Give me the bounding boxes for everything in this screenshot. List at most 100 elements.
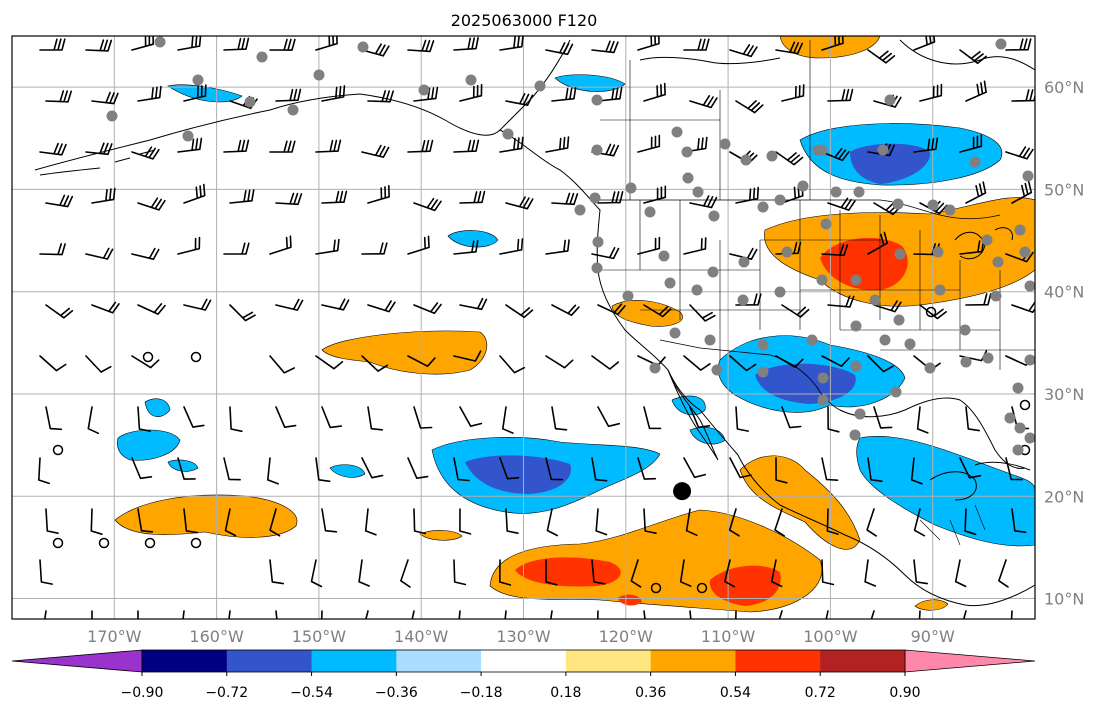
latitude-label: 60°N: [1044, 78, 1084, 97]
wind-barb: [453, 457, 470, 482]
wind-barb: [459, 190, 486, 204]
wind-barb: [551, 192, 579, 206]
calm-circle: [52, 537, 64, 549]
wind-barb: [998, 559, 1009, 588]
longitude-label: 120°W: [599, 627, 654, 646]
map-area: [12, 36, 1035, 619]
latitude-label: 50°N: [1044, 180, 1084, 199]
wind-barb: [551, 304, 580, 316]
calm-circle: [1019, 399, 1031, 411]
wind-barb: [269, 140, 296, 153]
calm-circle: [98, 537, 110, 549]
wind-barb: [964, 508, 977, 536]
calm-circle: [696, 582, 708, 594]
station-dot: [591, 262, 603, 274]
wind-barb: [545, 42, 574, 56]
station-dot: [830, 186, 842, 198]
wind-barb: [224, 508, 237, 537]
wind-barb: [39, 559, 53, 585]
station-dot: [1012, 382, 1024, 394]
wind-barb: [90, 508, 103, 535]
wind-barb: [137, 303, 166, 315]
map-frame: [11, 35, 1036, 620]
wind-barb: [775, 457, 788, 484]
wind-barb: [637, 36, 660, 51]
calm-circle: [925, 306, 937, 318]
calm-circle: [190, 351, 202, 363]
station-dot: [669, 327, 681, 339]
wind-barb: [183, 84, 207, 102]
wind-barb: [361, 457, 384, 479]
positive-anomaly-region: [419, 530, 463, 541]
wind-barb: [873, 201, 902, 216]
calm-circle: [142, 351, 154, 363]
wind-barb: [400, 559, 411, 588]
wind-barb: [821, 243, 849, 257]
hudson-bay: [899, 39, 1035, 71]
wind-barb: [275, 88, 302, 102]
wind-barb: [637, 236, 661, 255]
wind-barb: [499, 136, 524, 153]
longitude-label: 140°W: [394, 627, 449, 646]
wind-barb: [91, 91, 119, 105]
colorbar-tick-label: −0.54: [290, 685, 333, 701]
strong-positive-anomaly-region: [618, 594, 642, 606]
wind-barb: [735, 610, 737, 619]
wind-barb: [591, 143, 620, 157]
latitude-labels: 60°N 50°N 40°N 30°N 20°N 10°N: [1044, 78, 1084, 608]
wind-barb: [1011, 89, 1035, 102]
wind-barb: [866, 508, 877, 537]
wind-barb: [689, 195, 718, 209]
wind-barb: [550, 610, 553, 619]
colorbar-tick-label: −0.72: [205, 685, 248, 701]
wind-barb: [177, 36, 202, 51]
colorbar-segment: [311, 650, 397, 672]
station-dot: [853, 186, 865, 198]
station-dot: [817, 394, 829, 406]
wind-barb: [413, 508, 427, 535]
canada-arctic: [639, 56, 781, 65]
station-dot: [106, 110, 118, 122]
colorbar-tick-label: 0.54: [720, 685, 751, 701]
station-dot: [757, 201, 769, 213]
wind-barb: [545, 559, 558, 586]
colorbar-tick-label: −0.36: [375, 685, 418, 701]
station-dot: [820, 218, 832, 230]
wind-barb: [735, 406, 749, 432]
wind-barb: [545, 136, 570, 153]
wind-barb: [630, 559, 642, 588]
wind-barb: [321, 508, 338, 533]
wind-barb: [499, 238, 524, 255]
station-dot: [774, 286, 786, 298]
wind-barb: [229, 304, 256, 322]
wind-barb: [85, 142, 113, 156]
wind-barb: [269, 508, 281, 537]
wind-barb: [39, 38, 66, 51]
wind-barb: [453, 350, 482, 362]
wind-barb: [407, 139, 434, 153]
wind-barb: [821, 147, 850, 162]
wind-barb: [683, 355, 711, 371]
wind-barb: [499, 559, 512, 586]
station-dot: [812, 144, 824, 156]
wind-barb: [177, 137, 203, 153]
longitude-label: 130°W: [496, 627, 551, 646]
station-dot: [850, 274, 862, 286]
station-dot: [1014, 422, 1026, 434]
station-dot: [574, 204, 586, 216]
wind-barb: [85, 355, 112, 373]
wind-barb: [269, 38, 296, 51]
wind-barb: [781, 406, 802, 429]
wind-barb: [131, 146, 160, 160]
wind-barb: [867, 143, 895, 157]
station-dot: [1024, 280, 1035, 292]
wind-barb: [85, 39, 113, 52]
wind-barb: [315, 139, 342, 153]
station-dot: [192, 74, 204, 86]
wind-barb: [683, 237, 707, 255]
wind-barb: [729, 44, 758, 58]
wind-barb: [321, 406, 342, 429]
wind-barb: [913, 508, 926, 537]
station-dot: [757, 339, 769, 351]
